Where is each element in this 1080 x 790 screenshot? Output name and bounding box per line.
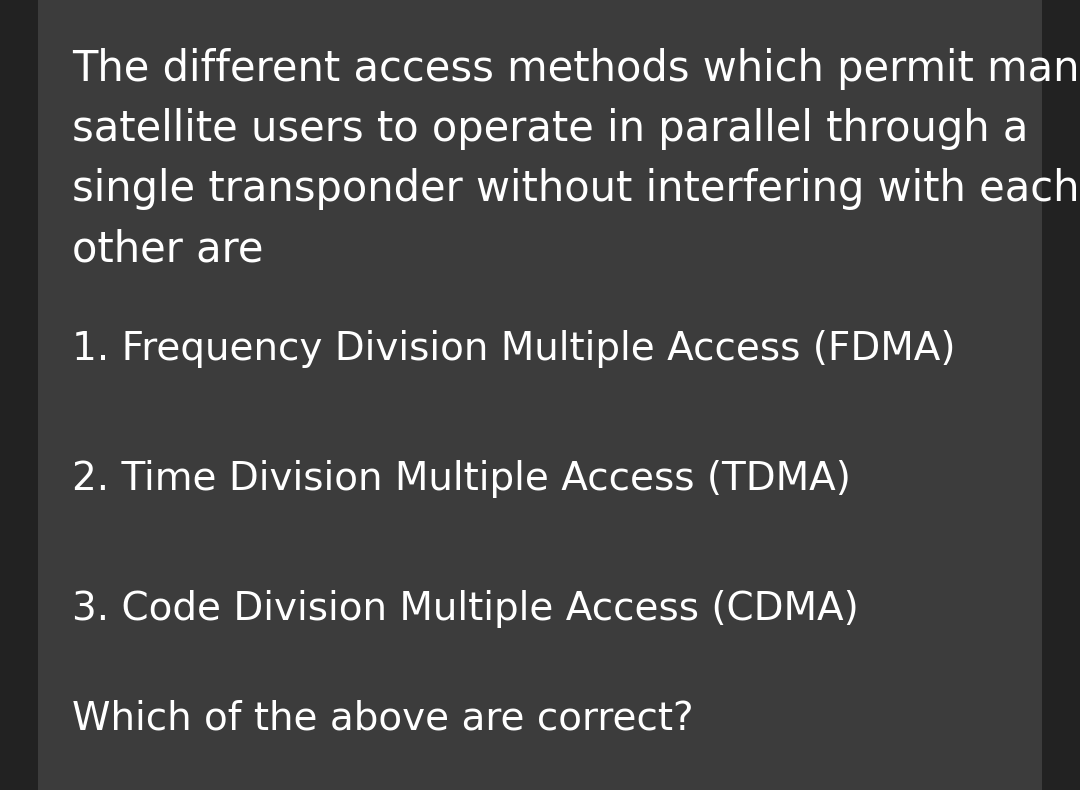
Text: 3. Code Division Multiple Access (CDMA): 3. Code Division Multiple Access (CDMA): [72, 590, 859, 628]
Text: The different access methods which permit many
satellite users to operate in par: The different access methods which permi…: [72, 48, 1080, 270]
Text: Which of the above are correct?: Which of the above are correct?: [72, 700, 693, 738]
Text: 2. Time Division Multiple Access (TDMA): 2. Time Division Multiple Access (TDMA): [72, 460, 851, 498]
Text: 1. Frequency Division Multiple Access (FDMA): 1. Frequency Division Multiple Access (F…: [72, 330, 956, 368]
